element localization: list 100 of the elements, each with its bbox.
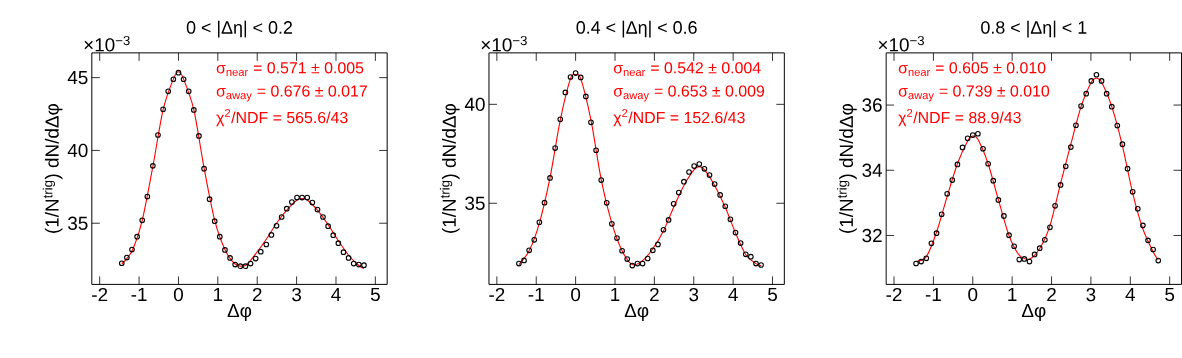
annotation: σ$_{near}$ = 0.571 ± 0.005 (216, 62, 364, 76)
point (1031, 251, 1038, 258)
point (247, 260, 254, 267)
point (1026, 258, 1033, 265)
point (242, 263, 249, 269)
x-tick-label: 2 (650, 287, 659, 301)
point (711, 181, 718, 187)
y-tick-label: 40 (464, 97, 485, 111)
point (304, 194, 311, 201)
point (201, 165, 207, 172)
chart-title: 0.8 < |Δη| < 1 (981, 20, 1087, 38)
point (273, 222, 280, 229)
point (675, 189, 682, 196)
point (758, 262, 764, 268)
point (1093, 71, 1100, 78)
x-axis-title: Δφ (624, 304, 649, 321)
point (980, 145, 986, 152)
point (1088, 77, 1095, 84)
point (913, 260, 919, 267)
point (222, 246, 228, 253)
point (928, 240, 935, 247)
point (1016, 256, 1023, 263)
point (1145, 237, 1151, 244)
annotation: χ$^{2}$/NDF = 565.6/43 (216, 108, 348, 127)
text: ×10$^{−3}$ (84, 35, 130, 52)
point (629, 262, 636, 269)
x-axis-title: Δφ (1021, 304, 1046, 321)
point (361, 262, 367, 268)
point (722, 203, 729, 209)
point (742, 251, 749, 258)
y-tick-label: 35 (68, 216, 88, 230)
point (345, 254, 352, 261)
point (748, 253, 754, 260)
x-tick-label: 2 (1047, 287, 1056, 301)
point (350, 260, 357, 267)
point (547, 174, 553, 181)
x-tick-label: 0 (968, 287, 978, 302)
y-tick-label: 36 (862, 98, 882, 112)
point (299, 194, 305, 201)
point (665, 216, 672, 223)
point (933, 230, 940, 236)
x-tick-label: 0 (173, 287, 183, 302)
point (603, 199, 610, 206)
point (624, 256, 631, 262)
point (583, 93, 589, 100)
x-tick-label: 3 (292, 287, 302, 302)
point (170, 76, 177, 82)
point (335, 240, 342, 246)
x-tick-label: 1 (611, 287, 620, 301)
point (1119, 141, 1126, 147)
point (975, 130, 981, 137)
point (572, 70, 579, 76)
point (691, 163, 697, 169)
point (737, 240, 744, 246)
y-axis-title: (1/N$^{trig}$) dN/dΔφ (439, 103, 460, 233)
point (294, 194, 300, 201)
point (134, 233, 140, 240)
point (129, 246, 135, 253)
point (289, 199, 295, 205)
point (180, 76, 187, 82)
annotation: χ$^{2}$/NDF = 88.9/43 (898, 108, 1021, 127)
point (614, 235, 620, 241)
point (1047, 224, 1053, 231)
text: ×10$^{−3}$ (878, 35, 924, 52)
x-tick-label: 5 (370, 287, 380, 301)
point (355, 261, 362, 268)
point (995, 196, 1002, 203)
point (190, 107, 197, 113)
text: ×10$^{−3}$ (481, 35, 527, 52)
point (124, 254, 130, 261)
point (562, 89, 569, 96)
point (644, 255, 651, 262)
x-tick-label: -2 (92, 287, 108, 301)
point (727, 216, 734, 223)
point (959, 144, 966, 151)
annotation: σ$_{away}$ = 0.739 ± 0.010 (898, 85, 1050, 102)
point (655, 241, 661, 248)
x-tick-label: 4 (728, 287, 738, 301)
point (237, 263, 244, 269)
point (536, 219, 543, 225)
point (278, 214, 285, 220)
point (1155, 257, 1162, 264)
annotation: σ$_{near}$ = 0.542 ± 0.004 (613, 62, 761, 76)
point (1114, 122, 1121, 129)
point (681, 178, 687, 185)
point (1067, 144, 1074, 150)
point (1140, 222, 1146, 229)
point (216, 233, 223, 240)
point (1021, 256, 1028, 262)
point (1129, 188, 1136, 195)
x-tick-label: 0 (571, 287, 581, 302)
point (1108, 103, 1115, 110)
point (263, 241, 270, 248)
x-tick-label: -1 (925, 287, 941, 301)
point (160, 106, 166, 112)
annotation: σ$_{away}$ = 0.676 ± 0.017 (216, 85, 367, 102)
point (706, 172, 713, 178)
point (938, 211, 945, 218)
point (753, 260, 759, 267)
point (660, 226, 667, 233)
